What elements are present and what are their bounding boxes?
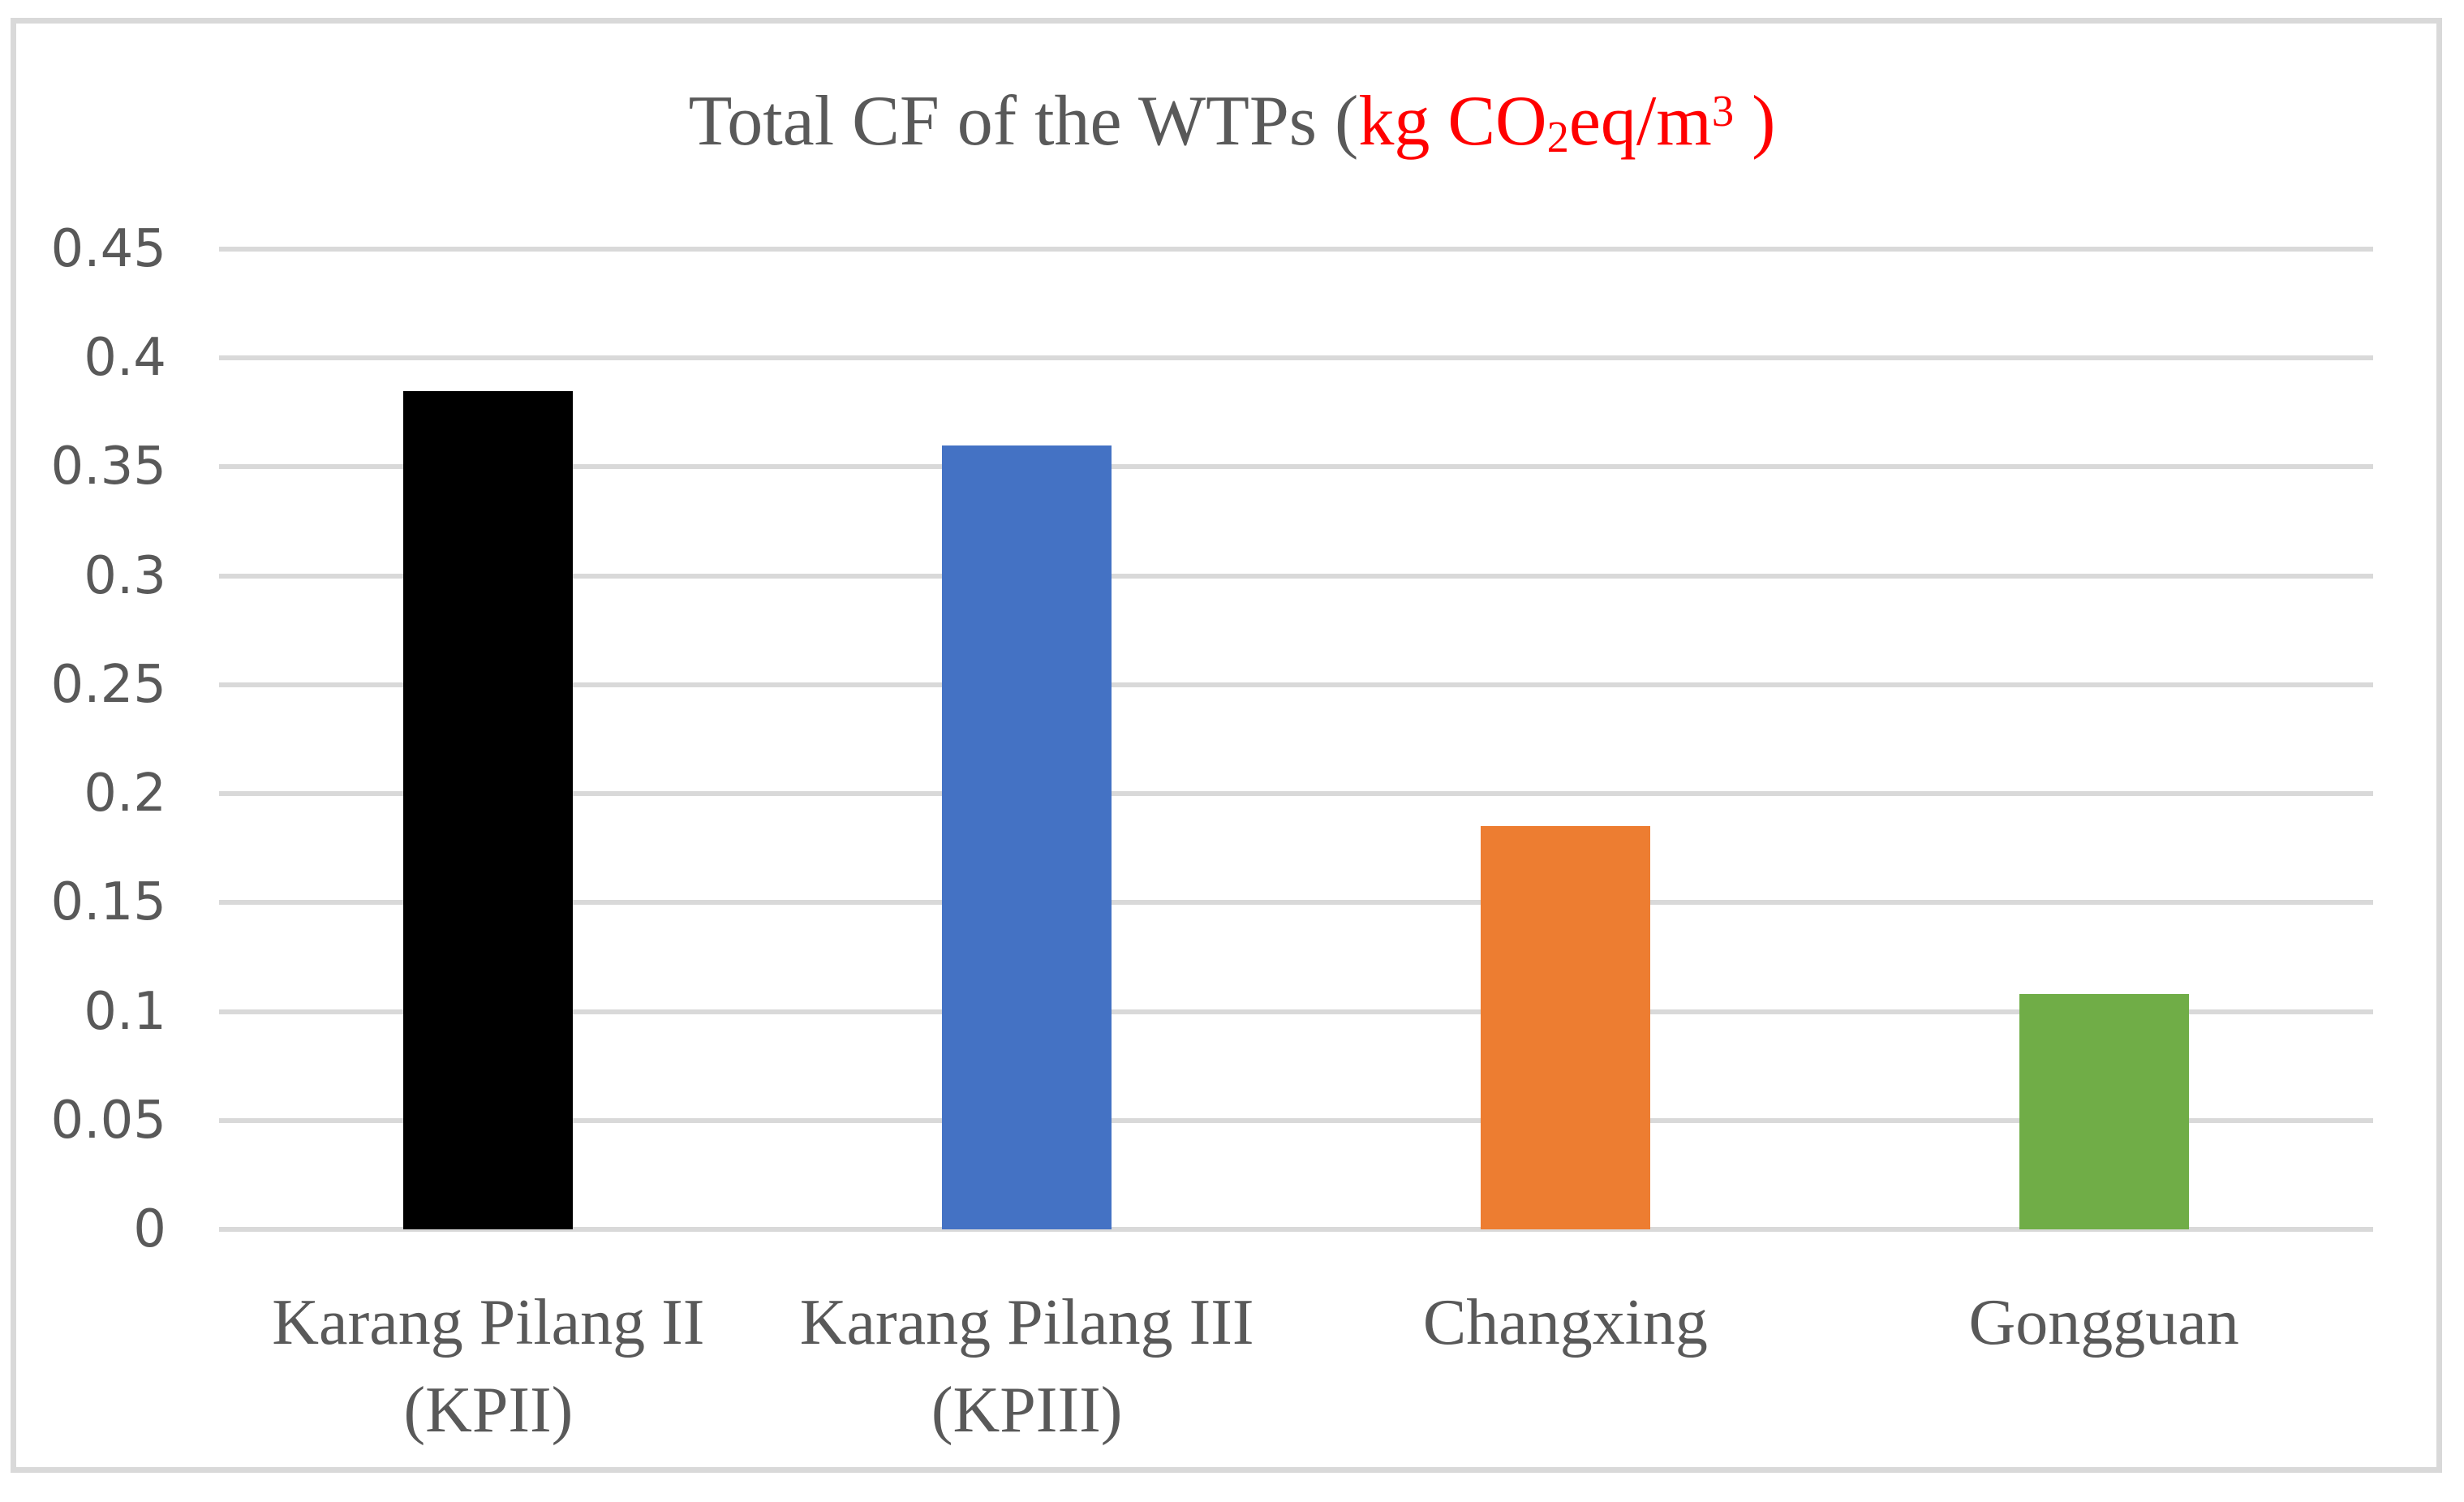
x-axis-category-label: Karang Pilang III (KPIII) — [799, 1287, 1254, 1446]
chart-title-unit: kg CO2eq/m3 ) — [1358, 82, 1775, 161]
gridline-0 — [219, 1227, 2373, 1232]
chart-title: Total CF of the WTPs (kg CO2eq/m3 ) — [0, 84, 2464, 160]
y-axis-tick-label: 0.35 — [50, 437, 167, 497]
unit-prefix: kg CO — [1358, 82, 1547, 161]
y-axis-tick-label: 0.15 — [50, 872, 167, 933]
x-axis-category-label: Karang Pilang II (KPII) — [272, 1287, 705, 1446]
gridline-0.2 — [219, 791, 2373, 797]
y-axis-tick-label: 0.3 — [84, 545, 166, 606]
unit-close: ) — [1734, 82, 1776, 161]
unit-subscript: 2 — [1546, 112, 1569, 162]
gridline-0.3 — [219, 573, 2373, 579]
y-axis-tick-label: 0 — [133, 1199, 166, 1259]
bar-3 — [1480, 826, 1650, 1229]
y-axis-tick-label: 0.4 — [84, 328, 166, 389]
gridline-0.1 — [219, 1009, 2373, 1014]
bar-1 — [403, 390, 574, 1229]
bar-4 — [2019, 994, 2189, 1229]
x-axis-category-label: Changxing — [1422, 1287, 1708, 1358]
x-axis-category-label: Gongguan — [1968, 1287, 2239, 1358]
y-axis-tick-label: 0.1 — [84, 981, 166, 1042]
gridline-0.05 — [219, 1117, 2373, 1123]
gridline-0.35 — [219, 464, 2373, 470]
unit-middle: eq/m — [1568, 82, 1712, 161]
gridline-0.45 — [219, 247, 2373, 252]
y-axis-tick-label: 0.45 — [50, 219, 167, 279]
bar-2 — [942, 445, 1112, 1229]
unit-superscript: 3 — [1711, 86, 1735, 136]
y-axis-tick-label: 0.25 — [50, 654, 167, 715]
gridline-0.25 — [219, 682, 2373, 687]
y-axis-tick-label: 0.2 — [84, 764, 166, 824]
chart-title-label: Total CF of the WTPs ( — [688, 82, 1359, 161]
gridline-0.15 — [219, 900, 2373, 906]
gridline-0.4 — [219, 355, 2373, 361]
y-axis-tick-label: 0.05 — [50, 1090, 167, 1151]
figure-border — [11, 18, 2442, 1473]
plot-area — [219, 247, 2373, 1232]
